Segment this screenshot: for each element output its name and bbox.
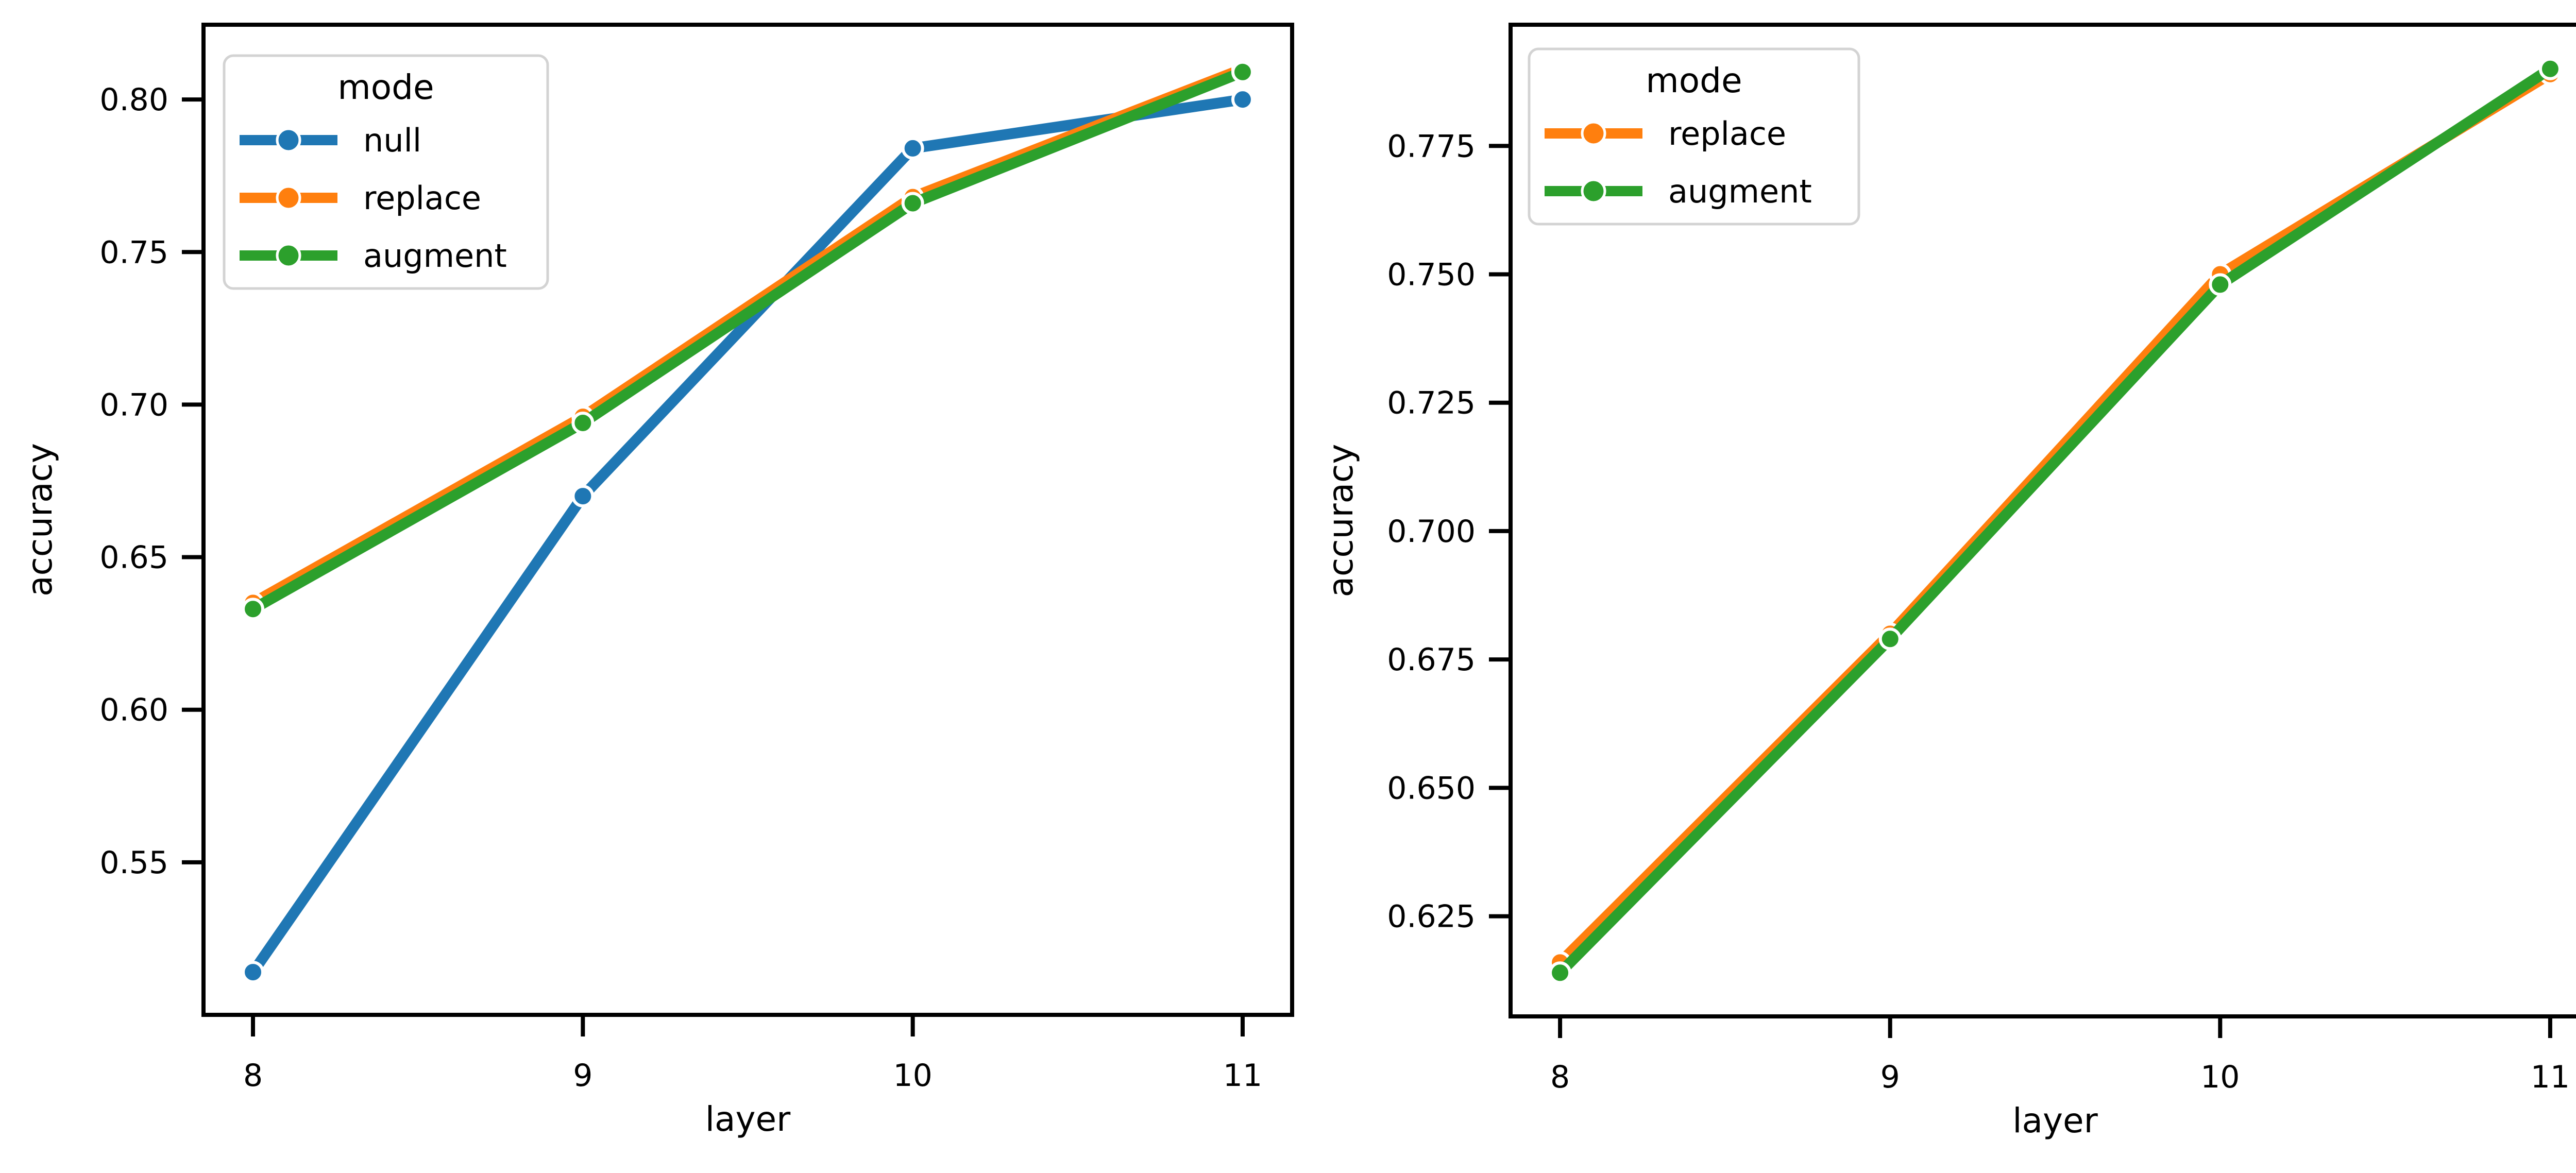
y-tick-label: 0.60 — [99, 692, 168, 728]
legend-sample-marker-null — [276, 127, 301, 153]
legend-label-augment: augment — [1668, 173, 1812, 210]
x-tick-label: 10 — [2200, 1059, 2240, 1095]
x-tick-label: 11 — [1223, 1058, 1262, 1094]
series-marker-augment — [1878, 627, 1902, 651]
y-tick-label: 0.700 — [1387, 514, 1476, 550]
series-marker-null — [571, 485, 595, 508]
x-tick-label: 8 — [1550, 1059, 1570, 1095]
y-tick-label: 0.75 — [99, 234, 168, 270]
y-tick-label: 0.675 — [1387, 642, 1476, 678]
axes-frame — [201, 23, 1294, 1017]
x-tick-label: 8 — [243, 1058, 263, 1094]
series-marker-null — [1231, 88, 1254, 111]
axes-frame — [1509, 23, 2576, 1018]
y-tick-label: 0.750 — [1387, 257, 1476, 293]
y-tick-label: 0.650 — [1387, 770, 1476, 806]
legend-label-null: null — [363, 122, 421, 159]
left-chart: 8 9 10 11 0.55 0.60 0.65 0.70 0.75 0.80 layer accur… — [20, 23, 1294, 1139]
legend-label-augment: augment — [363, 237, 507, 275]
right-chart: 8 9 10 11 0.625 0.650 0.675 0.700 0.725 0.750 0.77… — [1321, 23, 2576, 1141]
series-marker-null — [901, 137, 924, 160]
legend-sample-marker-replace — [1581, 121, 1606, 146]
y-axis-label: accuracy — [1321, 444, 1361, 598]
series-line-augment — [247, 66, 1248, 615]
x-axis-label: layer — [2012, 1101, 2098, 1141]
legend-sample-marker-replace — [276, 185, 301, 211]
series-marker-augment — [1549, 961, 1572, 984]
legend-label-replace: replace — [363, 179, 481, 217]
series-marker-augment — [2538, 57, 2562, 80]
series-line-augment — [1554, 63, 2556, 978]
y-tick-label: 0.775 — [1387, 128, 1476, 164]
y-tick-label: 0.725 — [1387, 385, 1476, 421]
y-tick-label: 0.55 — [99, 845, 168, 881]
legend-box — [223, 54, 549, 290]
legend-title: mode — [337, 67, 434, 107]
x-axis-label: layer — [705, 1099, 791, 1139]
legend-sample-marker-augment — [1581, 178, 1606, 204]
legend-sample-marker-augment — [276, 243, 301, 268]
y-tick-label: 0.80 — [99, 82, 168, 118]
series-marker-augment — [2209, 273, 2232, 296]
y-tick-label: 0.65 — [99, 540, 168, 576]
series-line-null — [247, 94, 1248, 978]
series-marker-augment — [901, 192, 924, 215]
x-tick-label: 10 — [893, 1058, 932, 1094]
legend-box — [1528, 47, 1860, 226]
x-tick-label: 11 — [2531, 1059, 2570, 1095]
legend-title: mode — [1646, 61, 1742, 100]
x-tick-label: 9 — [1880, 1059, 1900, 1095]
series-marker-augment — [242, 598, 265, 621]
y-tick-label: 0.70 — [99, 387, 168, 423]
series-marker-augment — [571, 411, 595, 434]
y-axis-label: accuracy — [20, 443, 60, 597]
legend-label-replace: replace — [1668, 115, 1786, 152]
series-marker-null — [242, 961, 265, 984]
series-marker-augment — [1231, 60, 1254, 83]
y-tick-label: 0.625 — [1387, 899, 1476, 935]
x-tick-label: 9 — [573, 1058, 592, 1094]
